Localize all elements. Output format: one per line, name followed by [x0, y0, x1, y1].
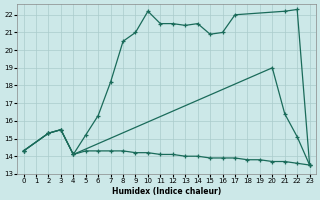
X-axis label: Humidex (Indice chaleur): Humidex (Indice chaleur): [112, 187, 221, 196]
